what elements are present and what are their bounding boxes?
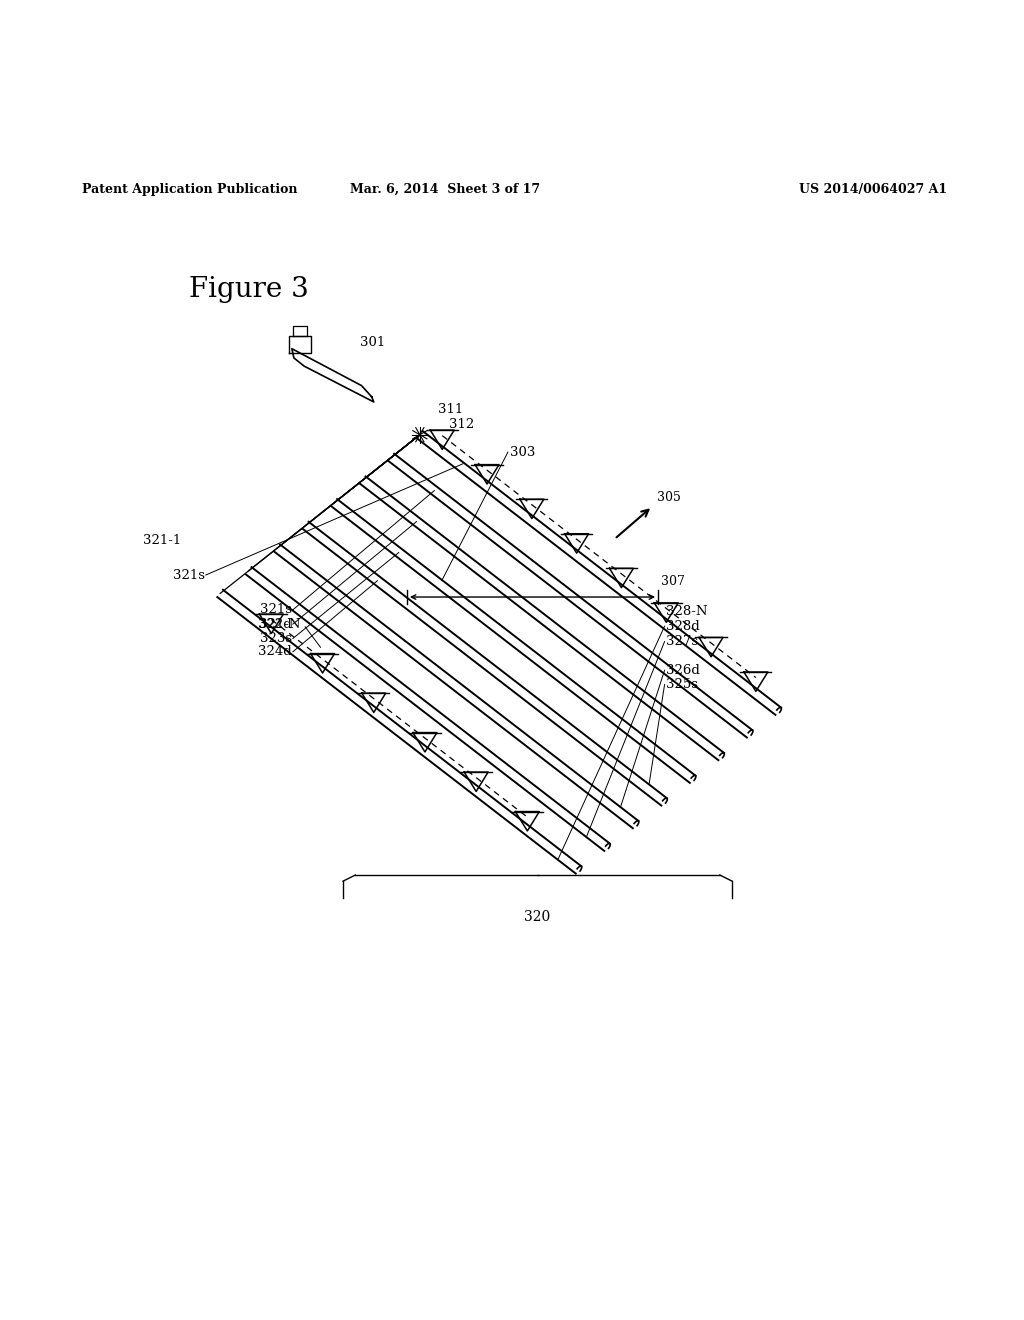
Text: 320: 320 bbox=[524, 909, 551, 924]
Text: 311: 311 bbox=[438, 403, 464, 416]
Text: 312: 312 bbox=[449, 418, 474, 430]
Text: 322d: 322d bbox=[258, 618, 292, 631]
Text: 307: 307 bbox=[662, 576, 685, 589]
Text: 328-N: 328-N bbox=[666, 606, 708, 618]
Text: 303: 303 bbox=[510, 446, 536, 458]
Text: 321s: 321s bbox=[173, 569, 205, 582]
Text: 301: 301 bbox=[360, 337, 386, 348]
Text: 327s: 327s bbox=[666, 635, 697, 648]
Text: Mar. 6, 2014  Sheet 3 of 17: Mar. 6, 2014 Sheet 3 of 17 bbox=[350, 182, 541, 195]
Text: Figure 3: Figure 3 bbox=[189, 276, 309, 304]
Text: 323s: 323s bbox=[260, 632, 292, 645]
Text: 321-1: 321-1 bbox=[143, 533, 181, 546]
Text: US 2014/0064027 A1: US 2014/0064027 A1 bbox=[799, 182, 947, 195]
Text: 321s: 321s bbox=[260, 603, 292, 616]
Text: 321-N: 321-N bbox=[258, 618, 300, 631]
Text: 325s: 325s bbox=[666, 678, 697, 692]
Text: Patent Application Publication: Patent Application Publication bbox=[82, 182, 297, 195]
Text: 326d: 326d bbox=[666, 664, 699, 677]
Text: 328d: 328d bbox=[666, 619, 699, 632]
Text: 305: 305 bbox=[657, 491, 681, 504]
Text: 324d: 324d bbox=[258, 645, 292, 659]
